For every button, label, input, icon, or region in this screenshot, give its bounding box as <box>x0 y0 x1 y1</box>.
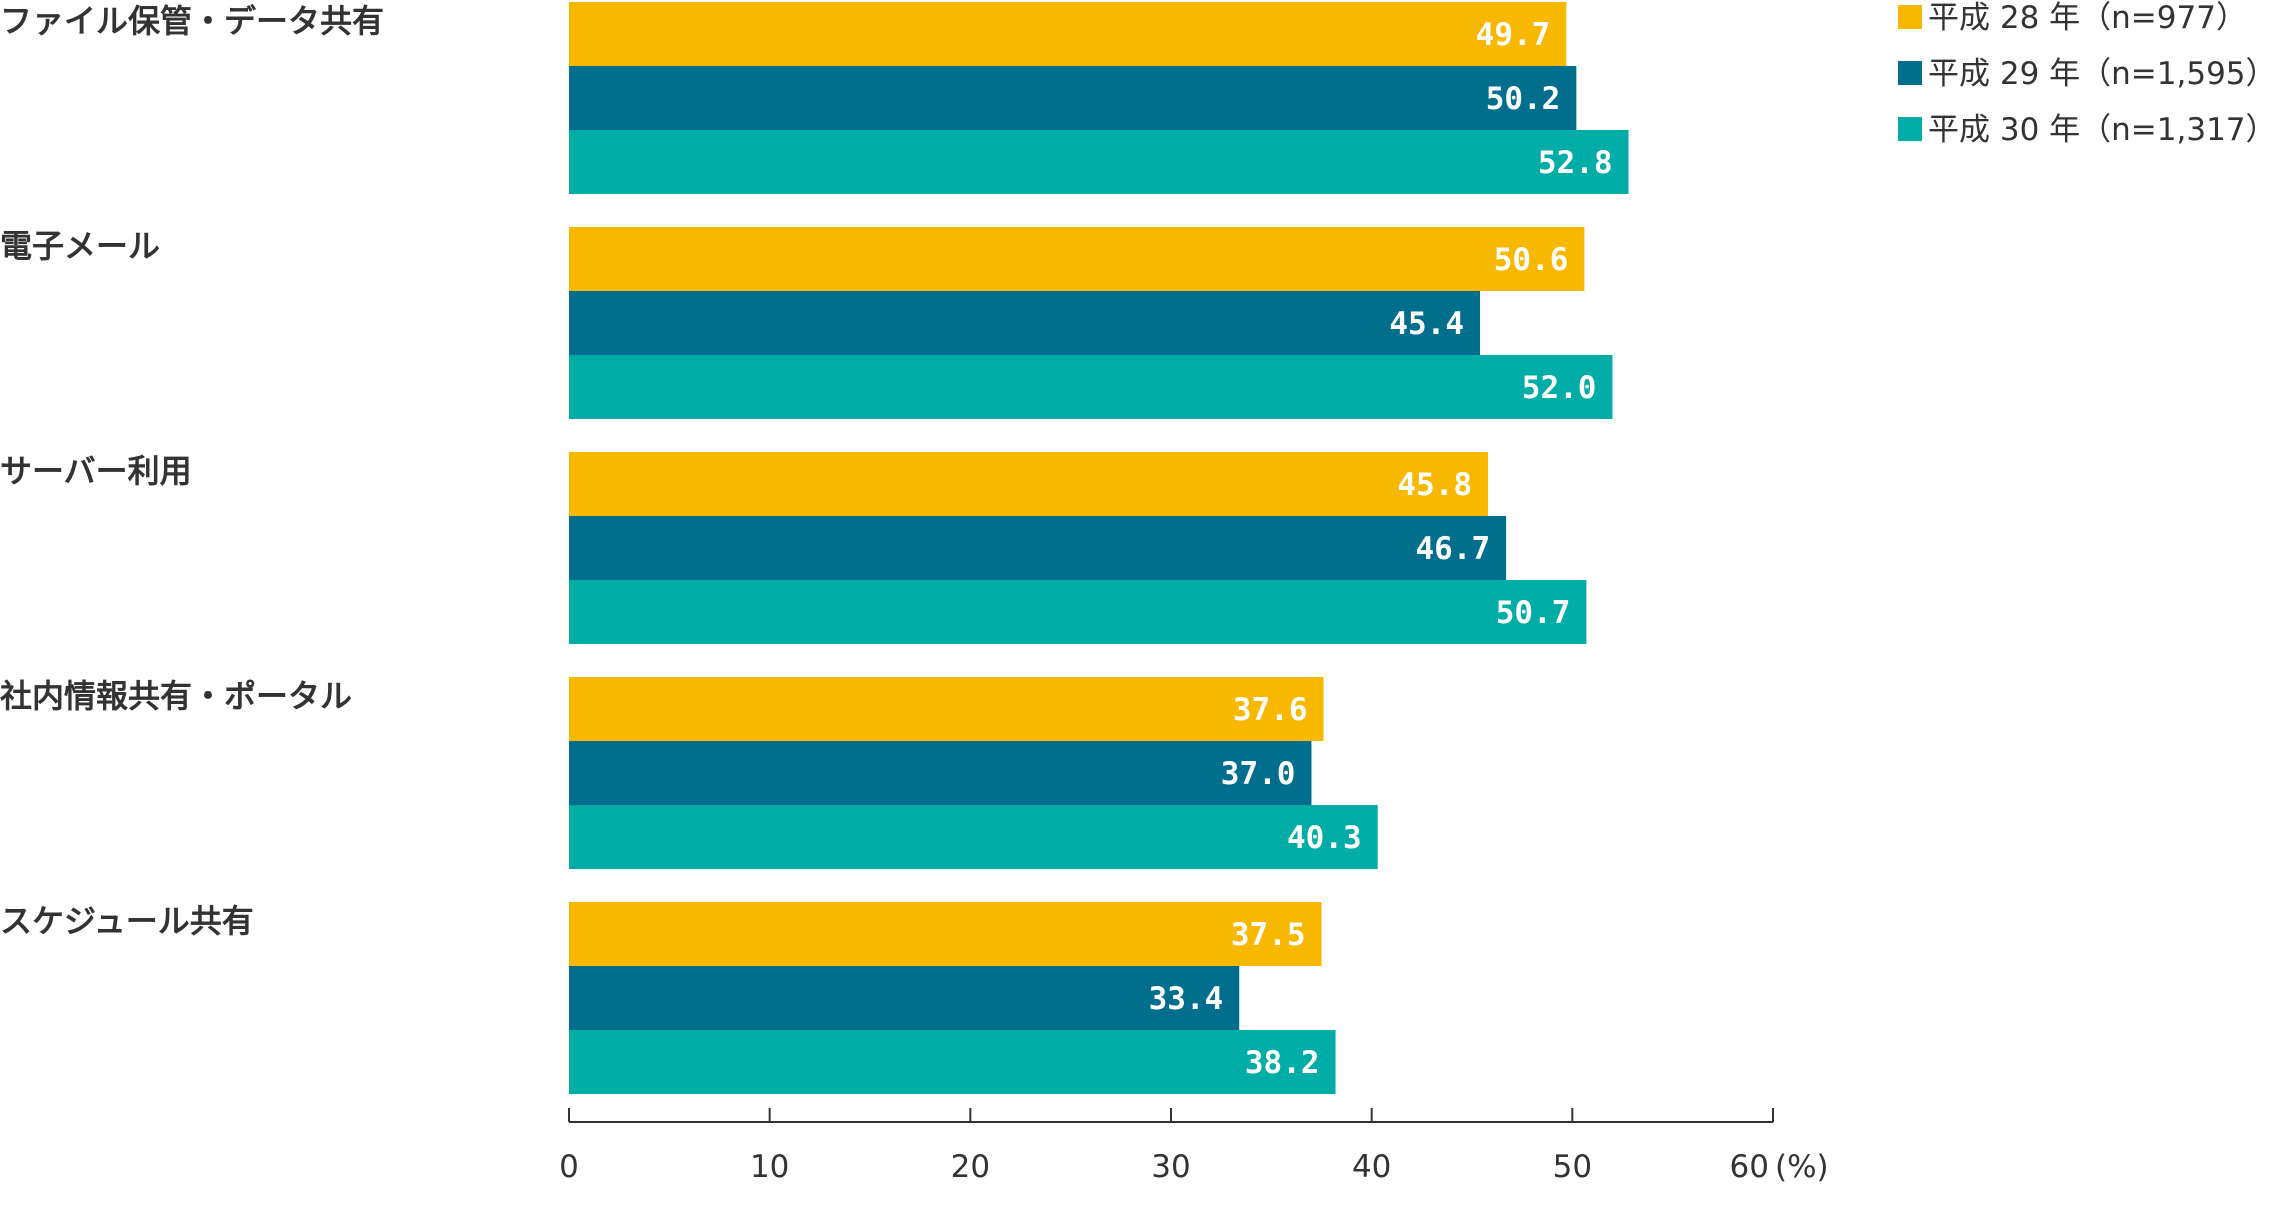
x-tick-label: 20 <box>951 1149 990 1185</box>
bar <box>569 677 1324 741</box>
x-axis: 0 10 20 30 40 50 60 (%) <box>559 1108 1829 1185</box>
bar <box>569 130 1629 194</box>
x-axis-unit: (%) <box>1775 1149 1829 1185</box>
data-label: 50.7 <box>1496 595 1571 631</box>
bar <box>569 227 1585 291</box>
category-label: 電子メール <box>0 227 160 265</box>
data-label: 50.2 <box>1486 81 1561 117</box>
category-label: スケジュール共有 <box>0 902 254 940</box>
data-label: 37.6 <box>1233 692 1308 728</box>
bar <box>569 291 1481 355</box>
bar <box>569 452 1489 516</box>
bar <box>569 741 1312 805</box>
data-label: 37.0 <box>1221 756 1296 792</box>
data-label: 37.5 <box>1231 917 1306 953</box>
data-label: 33.4 <box>1149 981 1224 1017</box>
category-label: 社内情報共有・ポータル <box>0 677 352 715</box>
category-label: サーバー利用 <box>0 452 192 490</box>
legend-swatch <box>1898 5 1922 29</box>
bar <box>569 1030 1336 1094</box>
bar <box>569 580 1587 644</box>
legend: 平成 28 年（n=977） 平成 29 年（n=1,595） 平成 30 年（n=… <box>1898 0 2277 148</box>
data-label: 45.8 <box>1397 467 1472 503</box>
data-label: 52.0 <box>1522 370 1597 406</box>
bar <box>569 516 1507 580</box>
data-label: 46.7 <box>1415 531 1490 567</box>
x-tick-label: 40 <box>1352 1149 1391 1185</box>
bar <box>569 805 1378 869</box>
data-label: 38.2 <box>1245 1045 1320 1081</box>
bar <box>569 66 1577 130</box>
bar <box>569 2 1567 66</box>
x-tick-label: 10 <box>750 1149 789 1185</box>
data-label: 45.4 <box>1389 306 1464 342</box>
data-label: 40.3 <box>1287 820 1362 856</box>
bar <box>569 902 1322 966</box>
legend-label: 平成 30 年（n=1,317） <box>1928 112 2277 148</box>
legend-label: 平成 28 年（n=977） <box>1928 0 2247 36</box>
legend-swatch <box>1898 61 1922 85</box>
bar <box>569 355 1613 419</box>
data-label: 50.6 <box>1494 242 1569 278</box>
data-label: 52.8 <box>1538 145 1613 181</box>
legend-swatch <box>1898 117 1922 141</box>
bar-group: ファイル保管・データ共有 49.7 50.2 52.8 電子メール 50.6 45.4 52.… <box>0 2 1629 1094</box>
x-tick-label: 30 <box>1151 1149 1190 1185</box>
legend-label: 平成 29 年（n=1,595） <box>1928 56 2277 92</box>
category-label: ファイル保管・データ共有 <box>0 2 384 40</box>
data-label: 49.7 <box>1476 17 1551 53</box>
bar <box>569 966 1240 1030</box>
x-tick-label: 60 <box>1730 1149 1769 1185</box>
x-tick-label: 0 <box>559 1149 579 1185</box>
x-tick-label: 50 <box>1553 1149 1592 1185</box>
